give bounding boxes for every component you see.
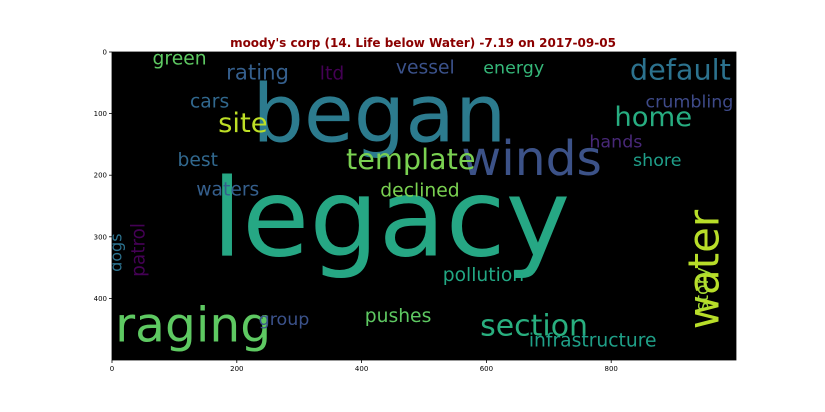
word-infrastructure: infrastructure bbox=[529, 331, 657, 352]
x-tick-label: 0 bbox=[110, 365, 114, 373]
word-rating: rating bbox=[226, 60, 289, 85]
y-tick-label: 200 bbox=[94, 172, 107, 180]
word-dogs: dogs bbox=[106, 233, 125, 271]
word-hands: hands bbox=[589, 133, 642, 153]
y-tick-label: 100 bbox=[94, 110, 107, 118]
y-tick-label: 400 bbox=[94, 295, 107, 303]
word-raging: raging bbox=[115, 298, 271, 354]
word-group: group bbox=[259, 310, 310, 330]
word-pushes: pushes bbox=[365, 306, 432, 327]
word-pollution: pollution bbox=[443, 265, 524, 286]
word-best: best bbox=[178, 150, 218, 171]
word-template: template bbox=[346, 143, 476, 176]
plot-frame bbox=[111, 51, 737, 361]
word-energy: energy bbox=[483, 59, 544, 79]
word-declined: declined bbox=[380, 181, 459, 202]
plot-background bbox=[112, 52, 736, 360]
word-patrol: patrol bbox=[128, 223, 149, 277]
word-green: green bbox=[153, 48, 207, 69]
word-began: began bbox=[252, 68, 506, 161]
word-section: section bbox=[480, 309, 588, 344]
word-legacy: legacy bbox=[212, 155, 570, 281]
word-home: home bbox=[614, 102, 692, 133]
word-cars: cars bbox=[190, 92, 229, 113]
word-water: water bbox=[679, 209, 728, 329]
word-shore: shore bbox=[633, 151, 681, 171]
x-tick-label: 600 bbox=[480, 365, 493, 373]
word-default: default bbox=[630, 54, 731, 87]
x-tick-label: 800 bbox=[605, 365, 618, 373]
word-story: story bbox=[693, 267, 713, 311]
y-tick-label: 0 bbox=[103, 49, 107, 57]
y-tick-label: 300 bbox=[94, 233, 107, 241]
chart-title: moody's corp (14. Life below Water) -7.1… bbox=[230, 36, 616, 50]
word-vessel: vessel bbox=[396, 58, 455, 79]
x-tick-label: 400 bbox=[355, 365, 368, 373]
word-crumbling: crumbling bbox=[646, 93, 734, 113]
x-axis-ticks: 0 200 400 600 800 bbox=[110, 360, 618, 373]
y-axis-ticks: 0 100 200 300 400 bbox=[94, 49, 112, 303]
word-winds: winds bbox=[461, 131, 601, 187]
word-site: site bbox=[218, 108, 268, 139]
x-tick-label: 200 bbox=[230, 365, 243, 373]
word-waters: waters bbox=[196, 180, 259, 201]
word-ltd: ltd bbox=[320, 64, 344, 85]
